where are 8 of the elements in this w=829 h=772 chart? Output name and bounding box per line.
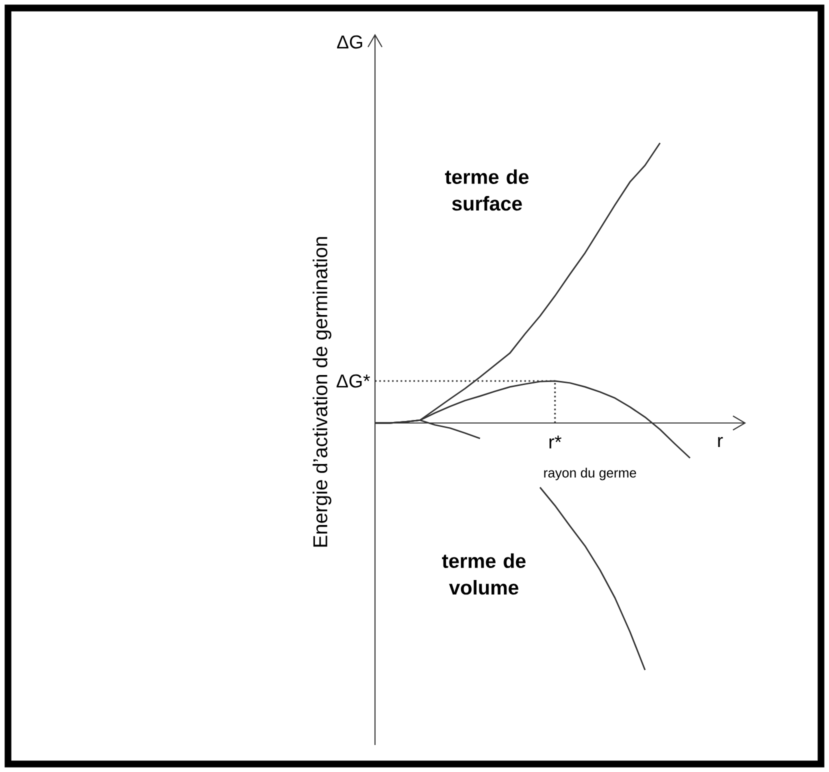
ref-line-label: ΔG* [336,374,370,388]
x-axis-title: r [718,436,723,448]
text: ΔG [337,35,362,49]
y-axis-title: Energie d’activation de germination [312,237,332,547]
annotation: terme de surface [445,169,529,211]
annotation: terme de volume [442,553,526,595]
annotation: rayon du germe [544,468,636,480]
annotation: r* [550,436,562,448]
